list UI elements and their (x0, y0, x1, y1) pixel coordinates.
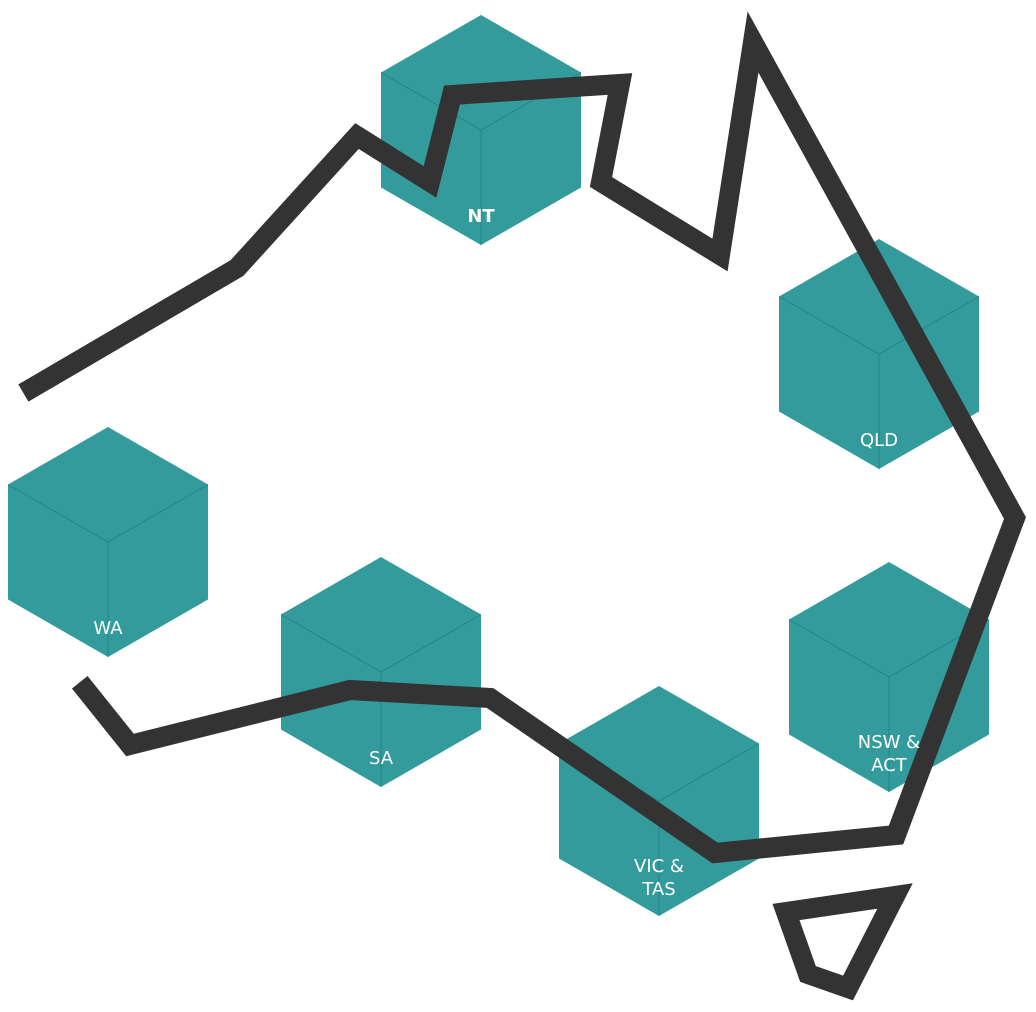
label-qld: QLD (860, 430, 898, 451)
label-line: SA (369, 748, 394, 769)
region-labels: NT QLD WA SA NSW & ACT VIC & TAS (93, 206, 920, 900)
label-line: TAS (641, 879, 675, 900)
label-line: VIC & (634, 856, 684, 877)
label-line: NT (467, 206, 495, 227)
mainland-outline (18, 11, 1026, 864)
label-nt: NT (467, 206, 495, 227)
region-hexagons (7, 15, 990, 916)
label-nsw-act: NSW & ACT (858, 732, 920, 776)
label-line: NSW & (858, 732, 920, 753)
hex-facet-qld (778, 296, 980, 469)
label-sa: SA (369, 748, 394, 769)
hex-facet-nsw-act (788, 619, 990, 792)
hex-facet-wa (7, 484, 209, 657)
tasmania-outline (772, 883, 913, 1001)
label-line: QLD (860, 430, 898, 451)
label-line: ACT (871, 755, 908, 776)
label-wa: WA (93, 618, 123, 639)
label-vic-tas: VIC & TAS (634, 856, 684, 900)
label-line: WA (93, 618, 123, 639)
